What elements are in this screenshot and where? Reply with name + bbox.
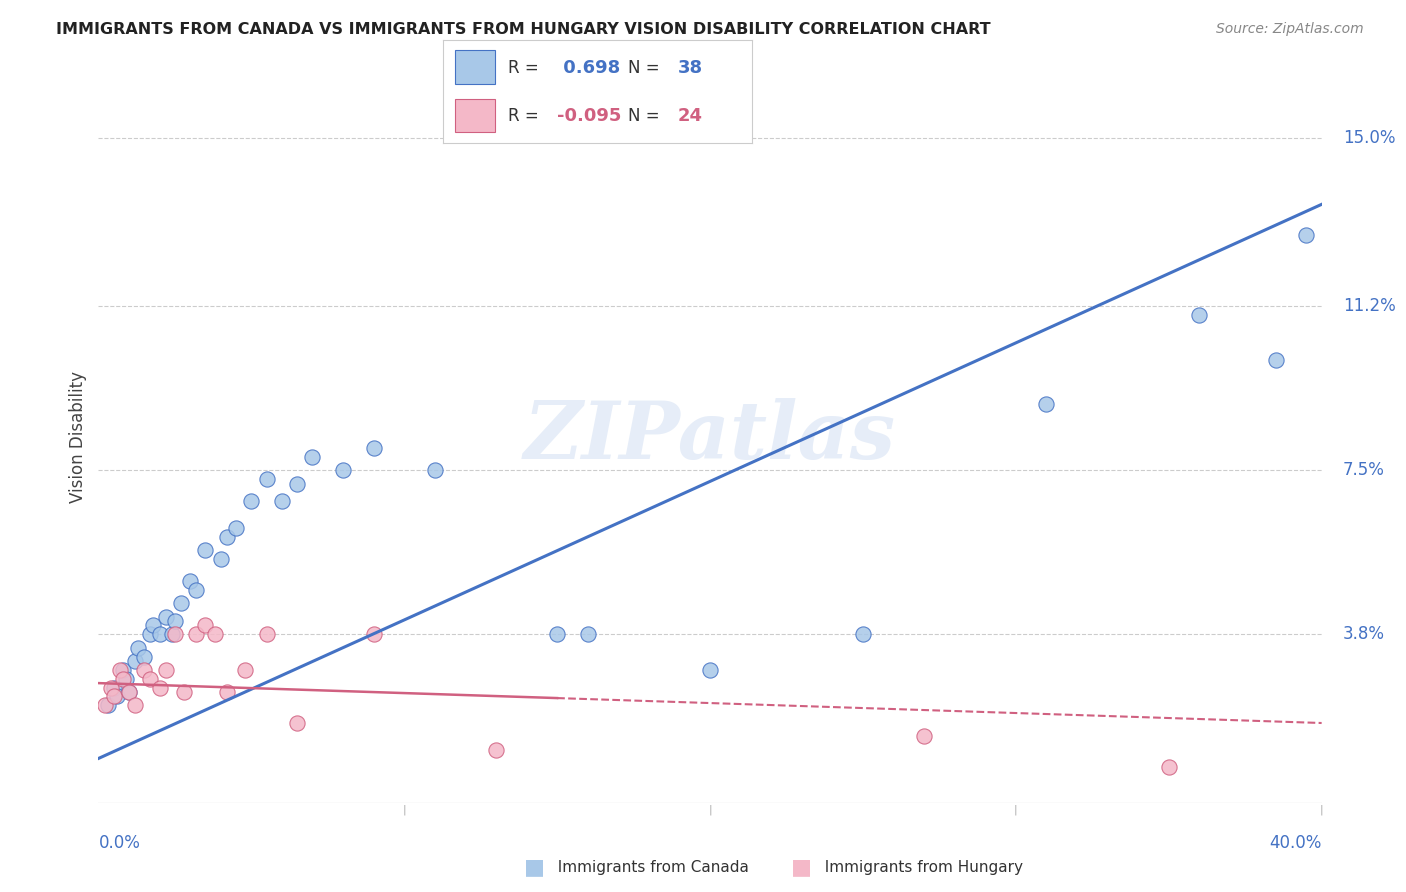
Point	[173, 685, 195, 699]
Text: 40.0%: 40.0%	[1270, 834, 1322, 852]
Point	[332, 463, 354, 477]
Point	[1035, 397, 1057, 411]
Text: IMMIGRANTS FROM CANADA VS IMMIGRANTS FROM HUNGARY VISION DISABILITY CORRELATION : IMMIGRANTS FROM CANADA VS IMMIGRANTS FRO…	[56, 22, 991, 37]
Text: 0.698: 0.698	[557, 59, 620, 77]
Point	[160, 627, 183, 641]
Point	[163, 627, 186, 641]
Point	[149, 627, 172, 641]
Text: ZIPatlas: ZIPatlas	[524, 399, 896, 475]
Point	[1295, 228, 1317, 243]
Text: N =: N =	[628, 59, 665, 77]
Point	[256, 472, 278, 486]
Text: Source: ZipAtlas.com: Source: ZipAtlas.com	[1216, 22, 1364, 37]
Point	[149, 681, 172, 695]
Point	[209, 552, 232, 566]
Point	[270, 494, 292, 508]
Text: R =: R =	[508, 59, 544, 77]
Point	[194, 543, 217, 558]
Point	[103, 690, 125, 704]
Point	[240, 494, 263, 508]
Point	[155, 663, 177, 677]
Point	[124, 698, 146, 713]
Point	[1157, 760, 1180, 774]
Point	[256, 627, 278, 641]
Text: ■: ■	[792, 857, 811, 877]
Point	[163, 614, 186, 628]
Point	[363, 627, 385, 641]
Point	[124, 654, 146, 668]
Point	[1188, 308, 1211, 322]
Text: Immigrants from Hungary: Immigrants from Hungary	[815, 860, 1024, 874]
Point	[546, 627, 568, 641]
Text: 0.0%: 0.0%	[98, 834, 141, 852]
Text: |: |	[402, 805, 406, 815]
Text: 11.2%: 11.2%	[1343, 297, 1396, 315]
Point	[134, 649, 156, 664]
Point	[285, 476, 308, 491]
Point	[285, 716, 308, 731]
Point	[118, 685, 141, 699]
Point	[852, 627, 875, 641]
Point	[179, 574, 201, 589]
Point	[115, 672, 138, 686]
Point	[103, 681, 125, 695]
Point	[105, 690, 128, 704]
Point	[215, 530, 238, 544]
Bar	[456, 99, 495, 132]
Point	[139, 672, 162, 686]
Text: 7.5%: 7.5%	[1343, 461, 1385, 479]
Y-axis label: Vision Disability: Vision Disability	[69, 371, 87, 503]
Point	[233, 663, 256, 677]
Text: |: |	[1014, 805, 1018, 815]
Point	[139, 627, 162, 641]
Point	[97, 698, 120, 713]
Text: 38: 38	[678, 59, 703, 77]
Point	[194, 618, 217, 632]
Text: |: |	[709, 805, 711, 815]
Point	[111, 672, 134, 686]
Point	[186, 627, 208, 641]
Point	[111, 663, 134, 677]
Text: 24: 24	[678, 107, 703, 125]
Text: Immigrants from Canada: Immigrants from Canada	[548, 860, 749, 874]
Point	[93, 698, 115, 713]
Point	[204, 627, 226, 641]
Bar	[456, 50, 495, 84]
Point	[155, 609, 177, 624]
Point	[142, 618, 165, 632]
Point	[423, 463, 446, 477]
Point	[485, 742, 508, 756]
Point	[170, 596, 193, 610]
Point	[699, 663, 721, 677]
Text: 3.8%: 3.8%	[1343, 625, 1385, 643]
Point	[118, 685, 141, 699]
Text: |: |	[1320, 805, 1323, 815]
Point	[912, 729, 935, 743]
Text: R =: R =	[508, 107, 544, 125]
Point	[1264, 352, 1286, 367]
Text: N =: N =	[628, 107, 665, 125]
Text: 15.0%: 15.0%	[1343, 128, 1395, 147]
Point	[576, 627, 599, 641]
Point	[186, 582, 208, 597]
Point	[363, 441, 385, 455]
Text: ■: ■	[524, 857, 544, 877]
Point	[100, 681, 122, 695]
Point	[301, 450, 323, 464]
Point	[215, 685, 238, 699]
Point	[225, 521, 247, 535]
Point	[127, 640, 149, 655]
Text: -0.095: -0.095	[557, 107, 621, 125]
Point	[108, 663, 131, 677]
Point	[134, 663, 156, 677]
